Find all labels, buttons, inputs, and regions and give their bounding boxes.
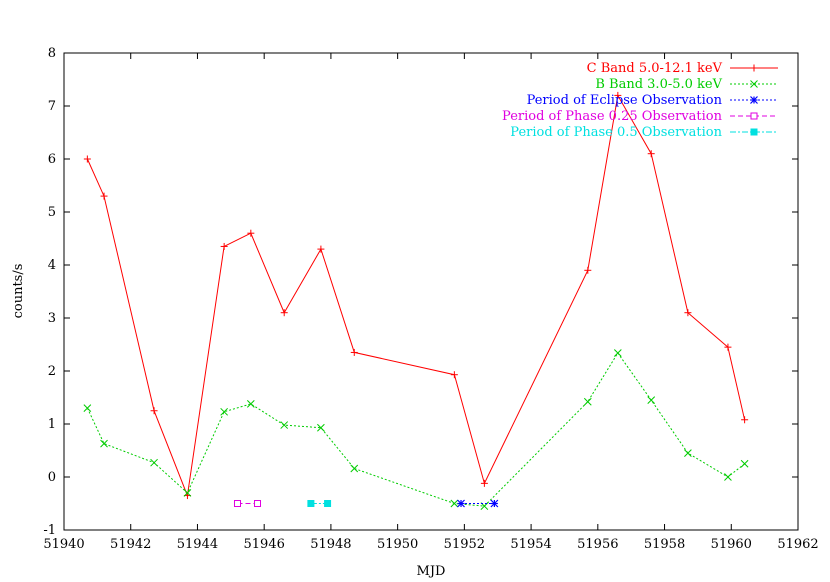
data-point: [150, 458, 158, 467]
legend-label: C Band 5.0-12.1 keV: [587, 61, 723, 76]
y-tick-label: -1: [43, 523, 56, 538]
y-tick-label: 4: [48, 258, 56, 273]
data-point: [83, 155, 91, 163]
x-tick-label: 51954: [510, 537, 551, 552]
legend-label: Period of Phase 0.5 Observation: [510, 125, 722, 140]
series-2: [457, 499, 499, 508]
x-tick-label: 51960: [711, 537, 752, 552]
y-tick-label: 0: [48, 470, 56, 485]
legend-entry: B Band 3.0-5.0 keV: [595, 77, 778, 92]
x-tick-label: 51946: [244, 537, 285, 552]
y-tick-label: 8: [48, 46, 56, 61]
legend-label: Period of Eclipse Observation: [527, 93, 723, 108]
y-tick-label: 6: [48, 152, 56, 167]
legend-label: B Band 3.0-5.0 keV: [595, 77, 722, 92]
y-tick-label: 1: [48, 417, 56, 432]
legend-entry: Period of Eclipse Observation: [527, 93, 778, 108]
data-point: [100, 439, 108, 448]
x-tick-label: 51952: [444, 537, 485, 552]
data-point: [150, 407, 158, 415]
data-point: [100, 192, 108, 200]
series-4: [307, 500, 332, 507]
data-point: [350, 348, 358, 356]
data-point: [233, 500, 241, 507]
data-point: [647, 150, 655, 158]
data-point: [724, 473, 732, 481]
data-point: [220, 242, 228, 250]
series-line: [86, 93, 746, 498]
data-point: [280, 421, 289, 429]
data-point: [450, 499, 459, 508]
data-point: [750, 96, 758, 104]
data-point: [280, 309, 288, 317]
data-point: [254, 500, 262, 507]
x-tick-label: 51942: [110, 537, 151, 552]
plot-frame: [63, 52, 799, 531]
data-point: [324, 500, 332, 507]
data-point: [350, 464, 359, 473]
data-point: [750, 128, 758, 136]
x-tick-label: 51944: [177, 537, 218, 552]
x-axis-title: MJD: [417, 564, 446, 579]
x-tick-label: 51940: [43, 537, 84, 552]
data-point: [183, 489, 192, 497]
data-point: [647, 396, 656, 405]
legend-entry: Period of Phase 0.25 Observation: [502, 109, 778, 124]
data-point: [740, 459, 749, 468]
y-tick-label: 7: [48, 99, 56, 114]
data-point: [613, 349, 622, 357]
data-point: [684, 309, 692, 317]
legend-entry: Period of Phase 0.5 Observation: [510, 125, 778, 140]
data-point: [457, 499, 465, 508]
series-1: [83, 349, 749, 511]
data-point: [583, 397, 592, 406]
x-tick-label: 51956: [577, 537, 618, 552]
data-point: [750, 112, 758, 120]
legend-label: Period of Phase 0.25 Observation: [502, 109, 723, 124]
data-point: [317, 245, 325, 253]
x-tick-label: 51958: [644, 537, 685, 552]
series-3: [233, 500, 262, 507]
data-point: [741, 416, 749, 424]
series-line: [86, 352, 745, 507]
data-point: [480, 479, 488, 487]
data-point: [684, 449, 692, 458]
data-point: [614, 91, 622, 99]
data-point: [724, 343, 732, 351]
data-point: [307, 500, 315, 507]
axis-ticks: 51940 51942 51944 51946 51948 51950 51952 51954…: [43, 46, 818, 552]
data-point: [450, 371, 458, 379]
x-tick-label: 51962: [777, 537, 818, 552]
series-0: [83, 91, 749, 500]
data-point: [750, 80, 758, 88]
series-layer: [83, 91, 749, 511]
y-tick-label: 3: [48, 311, 56, 326]
data-point: [317, 423, 325, 432]
data-point: [247, 229, 255, 237]
x-tick-label: 51948: [310, 537, 351, 552]
y-tick-label: 5: [48, 205, 56, 220]
data-point: [584, 266, 592, 274]
data-point: [750, 64, 758, 72]
x-tick-label: 51950: [377, 537, 418, 552]
y-axis-title: counts/s: [11, 264, 26, 319]
legend-entry: C Band 5.0-12.1 keV: [587, 61, 778, 76]
data-point: [490, 499, 499, 508]
data-point: [246, 400, 255, 408]
data-point: [83, 404, 92, 412]
data-point: [220, 407, 228, 416]
y-tick-label: 2: [48, 364, 56, 379]
